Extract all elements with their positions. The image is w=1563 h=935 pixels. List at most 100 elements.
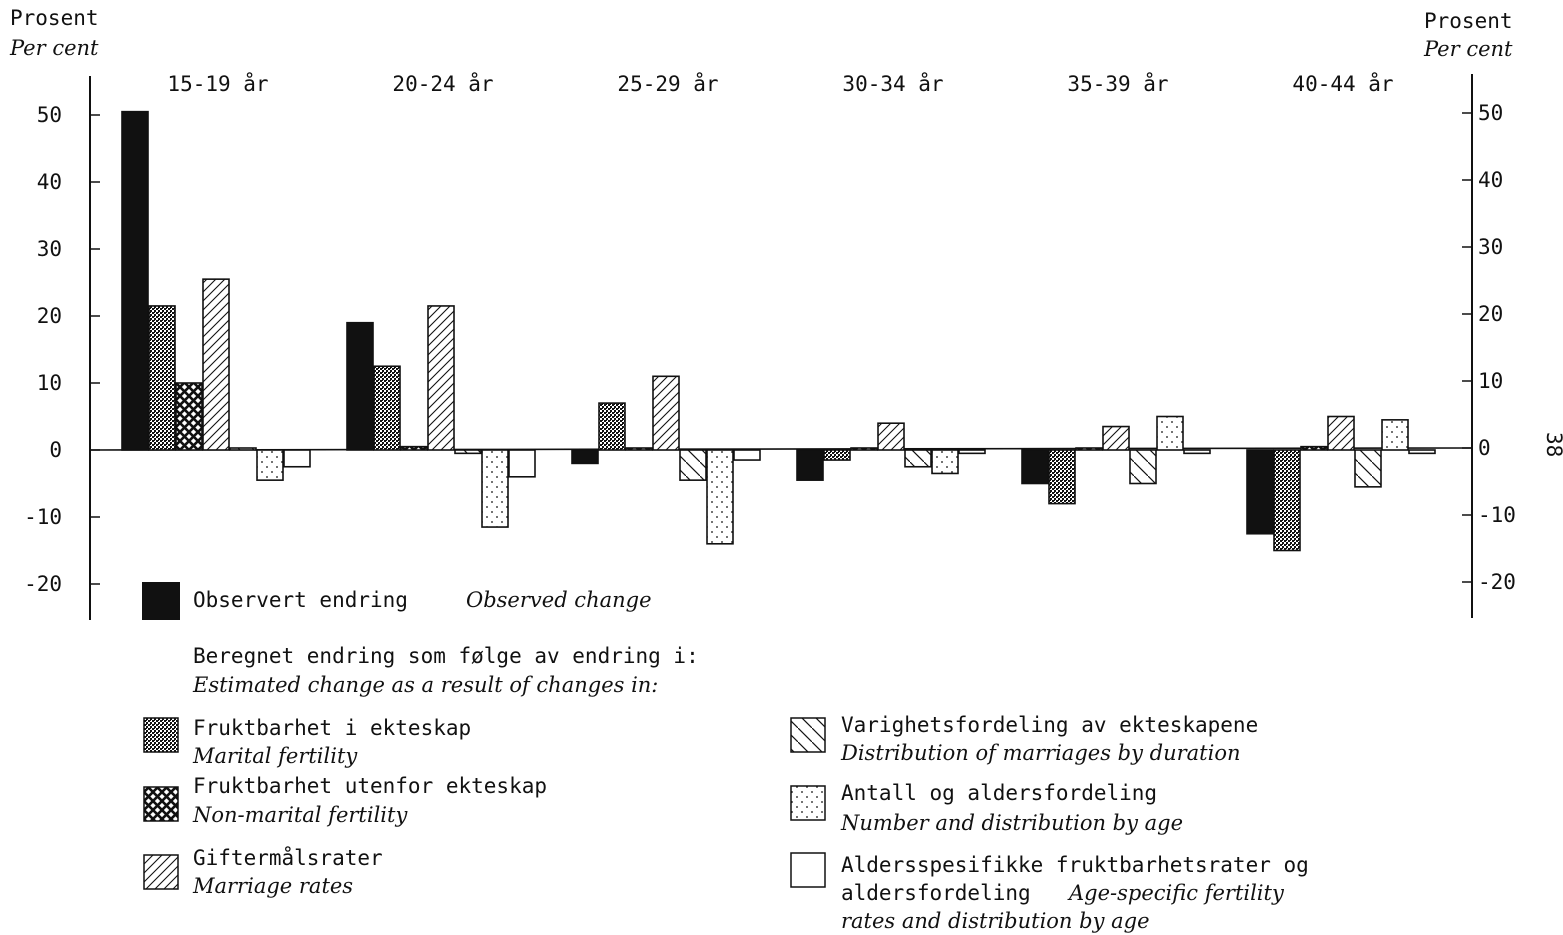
legend-marital-en: Marital fertility xyxy=(192,744,358,768)
bar-number xyxy=(706,449,734,545)
legend-swatch-observed xyxy=(142,582,180,620)
bar-nonmarital xyxy=(175,382,203,451)
left-tick-label: 40 xyxy=(37,170,62,194)
bar-duration xyxy=(904,449,932,468)
left-tick-label: 50 xyxy=(37,103,62,127)
legend-number-no: Antall og aldersfordeling xyxy=(841,781,1157,805)
left-axis-ticks: -20 -10 0 10 20 30 40 50 xyxy=(24,103,100,596)
bar-number xyxy=(256,449,284,481)
legend-agespec-en: Age-specific fertility xyxy=(1067,881,1285,905)
bar-marital xyxy=(373,365,401,451)
category-label: 30-34 år xyxy=(842,71,943,96)
bar-duration xyxy=(454,449,482,455)
left-tick-label: 10 xyxy=(37,371,62,395)
bar-duration xyxy=(1354,449,1382,488)
category-label: 35-39 år xyxy=(1067,71,1168,96)
legend-agespec-no: Aldersspesifikke fruktbarhetsrater og xyxy=(841,853,1309,877)
bar-number xyxy=(931,449,959,475)
bar-nonmarital xyxy=(1075,447,1103,451)
bar-observed xyxy=(1021,449,1049,485)
bar-observed xyxy=(346,321,374,451)
bar-duration xyxy=(679,449,707,481)
bar-number xyxy=(481,449,509,528)
legend-marriage-en: Marriage rates xyxy=(192,874,353,898)
bar-nonmarital xyxy=(850,447,878,451)
legend-observed-no: Observert endring xyxy=(193,588,408,612)
left-tick-label: -20 xyxy=(24,572,62,596)
legend-observed-en: Observed change xyxy=(466,588,652,612)
bar-marital xyxy=(823,449,851,461)
left-tick-label: -10 xyxy=(24,505,62,529)
bar-observed xyxy=(1246,449,1274,535)
legend-agespec-no2: aldersfordeling xyxy=(841,881,1031,905)
bar-agespec xyxy=(958,449,986,455)
legend-swatch-marital xyxy=(143,717,179,753)
bar-duration xyxy=(229,447,257,451)
category-label: 15-19 år xyxy=(167,71,268,96)
bar-marriage xyxy=(202,278,230,451)
legend-swatch-nonmarital xyxy=(143,786,179,822)
right-axis-ticks: -20 -10 0 10 20 30 40 50 xyxy=(1462,101,1516,594)
bar-agespec xyxy=(508,449,536,478)
legend-duration-en: Distribution of marriages by duration xyxy=(840,741,1240,765)
bar-marriage xyxy=(877,422,905,451)
bar-agespec xyxy=(733,449,761,461)
legend-swatch-agespec xyxy=(790,852,826,888)
category-label: 40-44 år xyxy=(1292,71,1393,96)
legend-agespec-en2: rates and distribution by age xyxy=(841,909,1150,933)
zero-line xyxy=(89,447,1473,451)
bar-agespec xyxy=(283,449,311,468)
bar-nonmarital xyxy=(1300,445,1328,451)
bar-duration xyxy=(1129,449,1157,485)
category-label: 25-29 år xyxy=(617,71,718,96)
bar-marriage xyxy=(427,305,455,451)
right-tick-label: 10 xyxy=(1478,369,1503,393)
legend-intro-no: Beregnet endring som følge av endring i: xyxy=(193,644,699,668)
left-tick-label: 0 xyxy=(49,438,62,462)
bar-agespec xyxy=(1408,449,1436,455)
bar-observed xyxy=(571,449,599,465)
bar-number xyxy=(1156,415,1184,451)
legend-swatch-marriage xyxy=(143,854,179,890)
right-tick-label: 30 xyxy=(1478,235,1503,259)
bar-marriage xyxy=(652,375,680,451)
bar-number xyxy=(1381,419,1409,451)
left-axis-label-no: Prosent xyxy=(10,6,99,30)
bar-marital xyxy=(598,402,626,451)
right-tick-label: 20 xyxy=(1478,302,1503,326)
right-axis-label-en: Per cent xyxy=(1423,37,1513,61)
page-number: 38 xyxy=(1542,432,1563,457)
right-tick-label: -10 xyxy=(1478,503,1516,527)
bar-marital xyxy=(1048,449,1076,505)
category-labels: 15-19 år 20-24 år 25-29 år 30-34 år 35-39 år… xyxy=(167,71,1393,96)
legend-marriage-no: Giftermålsrater xyxy=(193,845,383,870)
right-tick-label: 0 xyxy=(1478,436,1491,460)
legend-duration-no: Varighetsfordeling av ekteskapene xyxy=(841,713,1258,737)
legend-swatch-number xyxy=(790,785,826,821)
left-axis-label-en: Per cent xyxy=(9,36,99,60)
legend-swatch-duration xyxy=(790,717,826,753)
legend-nonmarital-no: Fruktbarhet utenfor ekteskap xyxy=(193,774,547,798)
legend-marital-no: Fruktbarhet i ekteskap xyxy=(193,716,471,740)
legend-intro-en: Estimated change as a result of changes … xyxy=(192,673,658,697)
bar-marriage xyxy=(1327,415,1355,451)
bar-marital xyxy=(1273,449,1301,552)
right-tick-label: 50 xyxy=(1478,101,1503,125)
left-tick-label: 30 xyxy=(37,237,62,261)
bar-nonmarital xyxy=(625,447,653,451)
right-tick-label: 40 xyxy=(1478,168,1503,192)
left-tick-label: 20 xyxy=(37,304,62,328)
category-label: 20-24 år xyxy=(392,71,493,96)
bar-observed xyxy=(796,449,824,481)
right-tick-label: -20 xyxy=(1478,570,1516,594)
right-axis-label-no: Prosent xyxy=(1424,9,1513,33)
bar-observed xyxy=(121,110,149,451)
legend-nonmarital-en: Non-marital fertility xyxy=(192,803,408,827)
legend-number-en: Number and distribution by age xyxy=(840,811,1183,835)
bar-nonmarital xyxy=(400,445,428,451)
bar-marital xyxy=(148,305,176,451)
bar-marriage xyxy=(1102,425,1130,451)
bar-agespec xyxy=(1183,449,1211,455)
bars xyxy=(121,110,1436,552)
